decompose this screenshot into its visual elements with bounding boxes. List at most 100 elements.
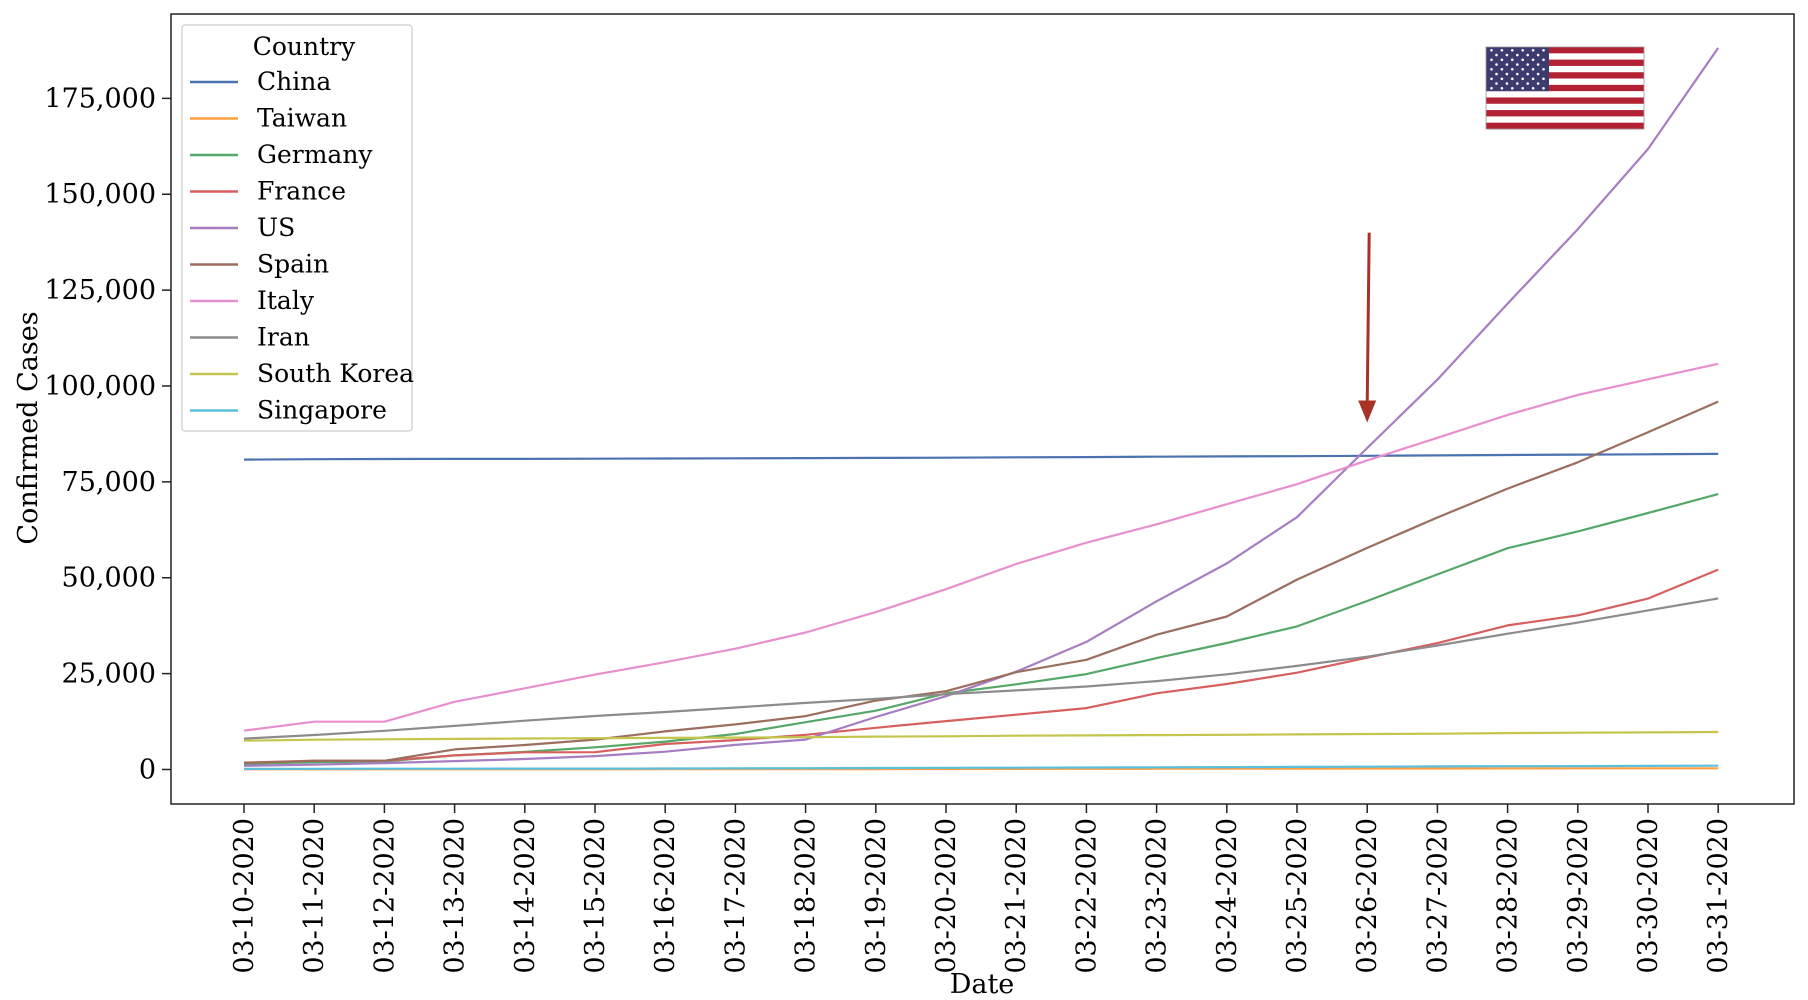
x-tick-label: 03-21-2020: [1001, 818, 1032, 974]
legend-label: Iran: [257, 323, 310, 352]
flag-star: [1542, 77, 1545, 81]
arrow-head: [1358, 400, 1377, 423]
flag-star: [1490, 87, 1493, 90]
y-tick-label: 150,000: [44, 179, 156, 210]
x-tick-label: 03-27-2020: [1422, 818, 1453, 974]
x-tick-label: 03-23-2020: [1142, 818, 1173, 974]
plot-area: [170, 13, 1795, 805]
legend-box: [181, 24, 413, 432]
x-tick-label: 03-19-2020: [861, 818, 892, 974]
legend-items: China Taiwan Germany France US Spain Italy Iran…: [190, 67, 414, 425]
flag-stripe: [1486, 59, 1644, 67]
x-tick-label: 03-16-2020: [650, 818, 681, 974]
flag-star: [1505, 82, 1509, 85]
flag-star: [1500, 87, 1504, 90]
flag-star: [1516, 63, 1519, 66]
flag-stripe: [1486, 84, 1644, 92]
legend-label: South Korea: [257, 359, 414, 388]
flag-star: [1521, 68, 1524, 71]
series-line-us: [243, 47, 1720, 767]
flag-star: [1536, 72, 1540, 76]
y-tick-label: 100,000: [44, 371, 156, 402]
flag-star: [1511, 77, 1514, 81]
x-tick-label: 03-18-2020: [791, 818, 822, 974]
plot-frame: [170, 13, 1795, 805]
x-axis-title: Date: [950, 969, 1015, 1000]
flag-star: [1521, 87, 1524, 90]
flag-star: [1500, 49, 1504, 52]
flag-stripe: [1486, 65, 1644, 73]
flag-stripe: [1486, 53, 1644, 60]
series-line-spain: [243, 400, 1719, 765]
flag-star: [1526, 72, 1529, 76]
y-tick-label: 50,000: [62, 563, 156, 594]
flag-star: [1495, 82, 1498, 85]
annotation-arrow: [1358, 232, 1377, 423]
y-tick-label: 25,000: [62, 659, 156, 690]
legend-label: Germany: [257, 140, 373, 169]
flag-stripe: [1486, 103, 1644, 111]
flag-star: [1526, 63, 1529, 66]
x-tick-label: 03-11-2020: [299, 818, 330, 974]
flag-star: [1531, 87, 1535, 90]
flag-star: [1521, 58, 1524, 62]
flag-star: [1511, 87, 1514, 90]
flag-star: [1536, 82, 1540, 85]
flag-star: [1536, 63, 1540, 66]
flag-star: [1500, 58, 1504, 62]
flag-border: [1485, 46, 1645, 130]
flag-star: [1505, 72, 1509, 76]
legend-label: Italy: [257, 286, 315, 315]
flag-star: [1526, 53, 1529, 57]
flag-stripe: [1486, 78, 1644, 86]
flag-star: [1495, 63, 1498, 66]
x-tick-label: 03-24-2020: [1212, 818, 1243, 974]
x-tick-label: 03-14-2020: [510, 818, 541, 974]
flag-star: [1490, 49, 1493, 52]
flag-star: [1495, 53, 1498, 57]
x-tick-label: 03-17-2020: [720, 818, 751, 974]
flag-star: [1531, 68, 1535, 71]
series-line-iran: [243, 597, 1719, 740]
x-tick-label: 03-25-2020: [1282, 818, 1313, 974]
flag-star: [1516, 72, 1519, 76]
x-tick-label: 03-22-2020: [1071, 818, 1102, 974]
series-line-france: [243, 568, 1719, 764]
flag-star: [1505, 53, 1509, 57]
flag-star: [1490, 77, 1493, 81]
flag-star: [1511, 58, 1514, 62]
series-line-italy: [243, 362, 1719, 732]
flag-stripe: [1486, 47, 1644, 54]
series-line-china: [243, 452, 1719, 461]
flag-star: [1516, 82, 1519, 85]
flag-star: [1495, 72, 1498, 76]
series-layer: [243, 47, 1720, 771]
legend-label: Spain: [257, 250, 329, 279]
flag-star: [1542, 68, 1545, 71]
flag-star: [1542, 58, 1545, 62]
x-tick-label: 03-13-2020: [440, 818, 471, 974]
us-flag-icon: [1485, 46, 1645, 130]
flag-star: [1526, 82, 1529, 85]
x-tick-label: 03-10-2020: [229, 818, 260, 974]
x-tick-label: 03-20-2020: [931, 818, 962, 974]
flag-stripe: [1486, 91, 1644, 98]
flag-star: [1542, 87, 1545, 90]
flag-star: [1500, 77, 1504, 81]
flag-star: [1531, 49, 1535, 52]
legend-label: France: [257, 177, 346, 206]
x-tick-label: 03-28-2020: [1493, 818, 1524, 974]
flag-star: [1521, 77, 1524, 81]
flag-star: [1505, 63, 1509, 66]
x-tick-label: 03-30-2020: [1633, 818, 1664, 974]
y-tick-label: 125,000: [44, 275, 156, 306]
legend-label: China: [257, 67, 331, 96]
x-tick-label: 03-31-2020: [1703, 818, 1734, 974]
flag-star: [1521, 49, 1524, 52]
flag-star: [1536, 53, 1540, 57]
legend-label: Singapore: [257, 396, 387, 425]
x-tick-label: 03-12-2020: [369, 818, 400, 974]
flag-star: [1511, 49, 1514, 52]
flag-star: [1516, 53, 1519, 57]
